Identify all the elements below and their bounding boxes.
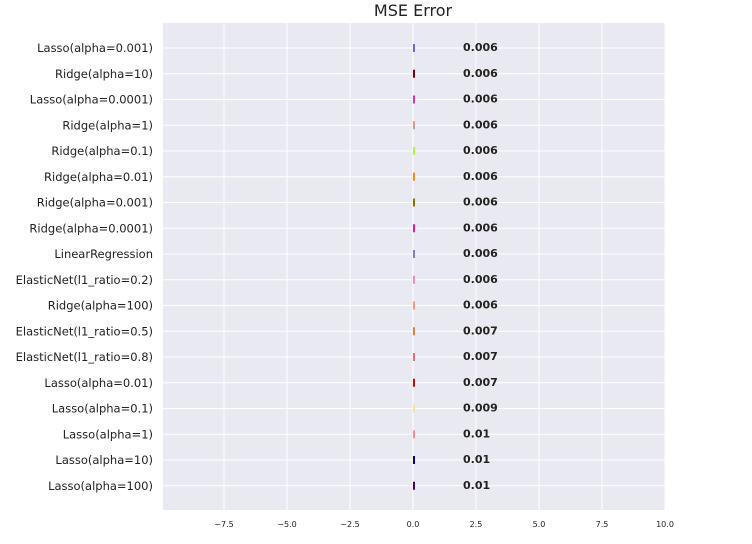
data-label: 0.006 <box>463 247 498 260</box>
data-label: 0.006 <box>463 118 498 131</box>
data-label: 0.006 <box>463 196 498 209</box>
y-tick-label: Lasso(alpha=0.01) <box>44 376 153 390</box>
bar <box>413 224 415 233</box>
data-label: 0.009 <box>463 402 498 415</box>
data-labels: 0.006 0.006 0.006 0.006 0.006 0.006 0.006 0.006… <box>463 41 498 492</box>
data-label: 0.007 <box>463 324 498 337</box>
y-tick-label: Lasso(alpha=0.0001) <box>30 93 153 107</box>
bar <box>413 430 415 439</box>
bar <box>413 353 415 361</box>
x-tick-label: 2.5 <box>470 520 483 529</box>
bar <box>413 147 415 155</box>
y-tick-label: Ridge(alpha=0.01) <box>44 170 153 184</box>
plot-background <box>163 23 665 510</box>
bar <box>413 404 415 413</box>
y-tick-label: Ridge(alpha=10) <box>55 67 153 81</box>
y-tick-label: Ridge(alpha=0.0001) <box>29 221 153 235</box>
data-label: 0.006 <box>463 273 498 286</box>
y-tick-label: Lasso(alpha=0.1) <box>52 402 153 416</box>
y-tick-label: Lasso(alpha=10) <box>55 453 153 467</box>
data-label: 0.007 <box>463 350 498 363</box>
y-tick-label: ElasticNet(l1_ratio=0.5) <box>16 324 153 338</box>
y-tick-label: Ridge(alpha=1) <box>62 118 153 132</box>
data-label: 0.006 <box>463 170 498 183</box>
data-label: 0.006 <box>463 299 498 312</box>
bar <box>413 198 415 207</box>
x-tick-labels: −7.5 −5.0 −2.5 0.0 2.5 5.0 7.5 10.0 <box>214 520 674 529</box>
x-tick-label: 10.0 <box>656 520 674 529</box>
bar <box>413 95 415 104</box>
y-tick-label: Ridge(alpha=0.1) <box>51 144 153 158</box>
bar <box>413 275 415 284</box>
bar <box>413 327 415 336</box>
x-gridlines <box>223 23 666 510</box>
x-tick-label: 0.0 <box>407 520 420 529</box>
data-label: 0.006 <box>463 93 498 106</box>
x-tick-label: 7.5 <box>596 520 609 529</box>
x-tick-label: 5.0 <box>533 520 546 529</box>
bars <box>413 44 415 490</box>
y-tick-label: Ridge(alpha=100) <box>48 299 153 313</box>
bar <box>413 44 415 52</box>
chart-title: MSE Error <box>374 1 453 20</box>
data-label: 0.006 <box>463 144 498 157</box>
bar <box>413 481 415 490</box>
y-tick-label: Ridge(alpha=0.001) <box>37 196 153 210</box>
bar <box>413 172 415 181</box>
y-tick-label: ElasticNet(l1_ratio=0.2) <box>16 273 153 287</box>
y-tick-label: ElasticNet(l1_ratio=0.8) <box>16 350 153 364</box>
bar <box>413 301 415 310</box>
y-tick-labels: Lasso(alpha=0.001) Ridge(alpha=10) Lasso(a… <box>16 41 153 493</box>
data-label: 0.006 <box>463 221 498 234</box>
data-label: 0.01 <box>463 427 490 440</box>
bar <box>413 250 415 258</box>
data-label: 0.01 <box>463 479 490 492</box>
x-tick-label: −2.5 <box>340 520 359 529</box>
bar <box>413 121 415 130</box>
bar <box>413 378 415 387</box>
bar <box>413 69 415 78</box>
data-label: 0.007 <box>463 376 498 389</box>
y-tick-label: Lasso(alpha=100) <box>48 479 153 493</box>
y-tick-label: Lasso(alpha=0.001) <box>37 41 153 55</box>
x-tick-label: −7.5 <box>214 520 233 529</box>
data-label: 0.006 <box>463 41 498 54</box>
data-label: 0.006 <box>463 67 498 80</box>
bar <box>413 456 415 464</box>
x-tick-label: −5.0 <box>277 520 296 529</box>
y-tick-label: LinearRegression <box>54 247 153 261</box>
data-label: 0.01 <box>463 453 490 466</box>
y-tick-label: Lasso(alpha=1) <box>63 427 153 441</box>
